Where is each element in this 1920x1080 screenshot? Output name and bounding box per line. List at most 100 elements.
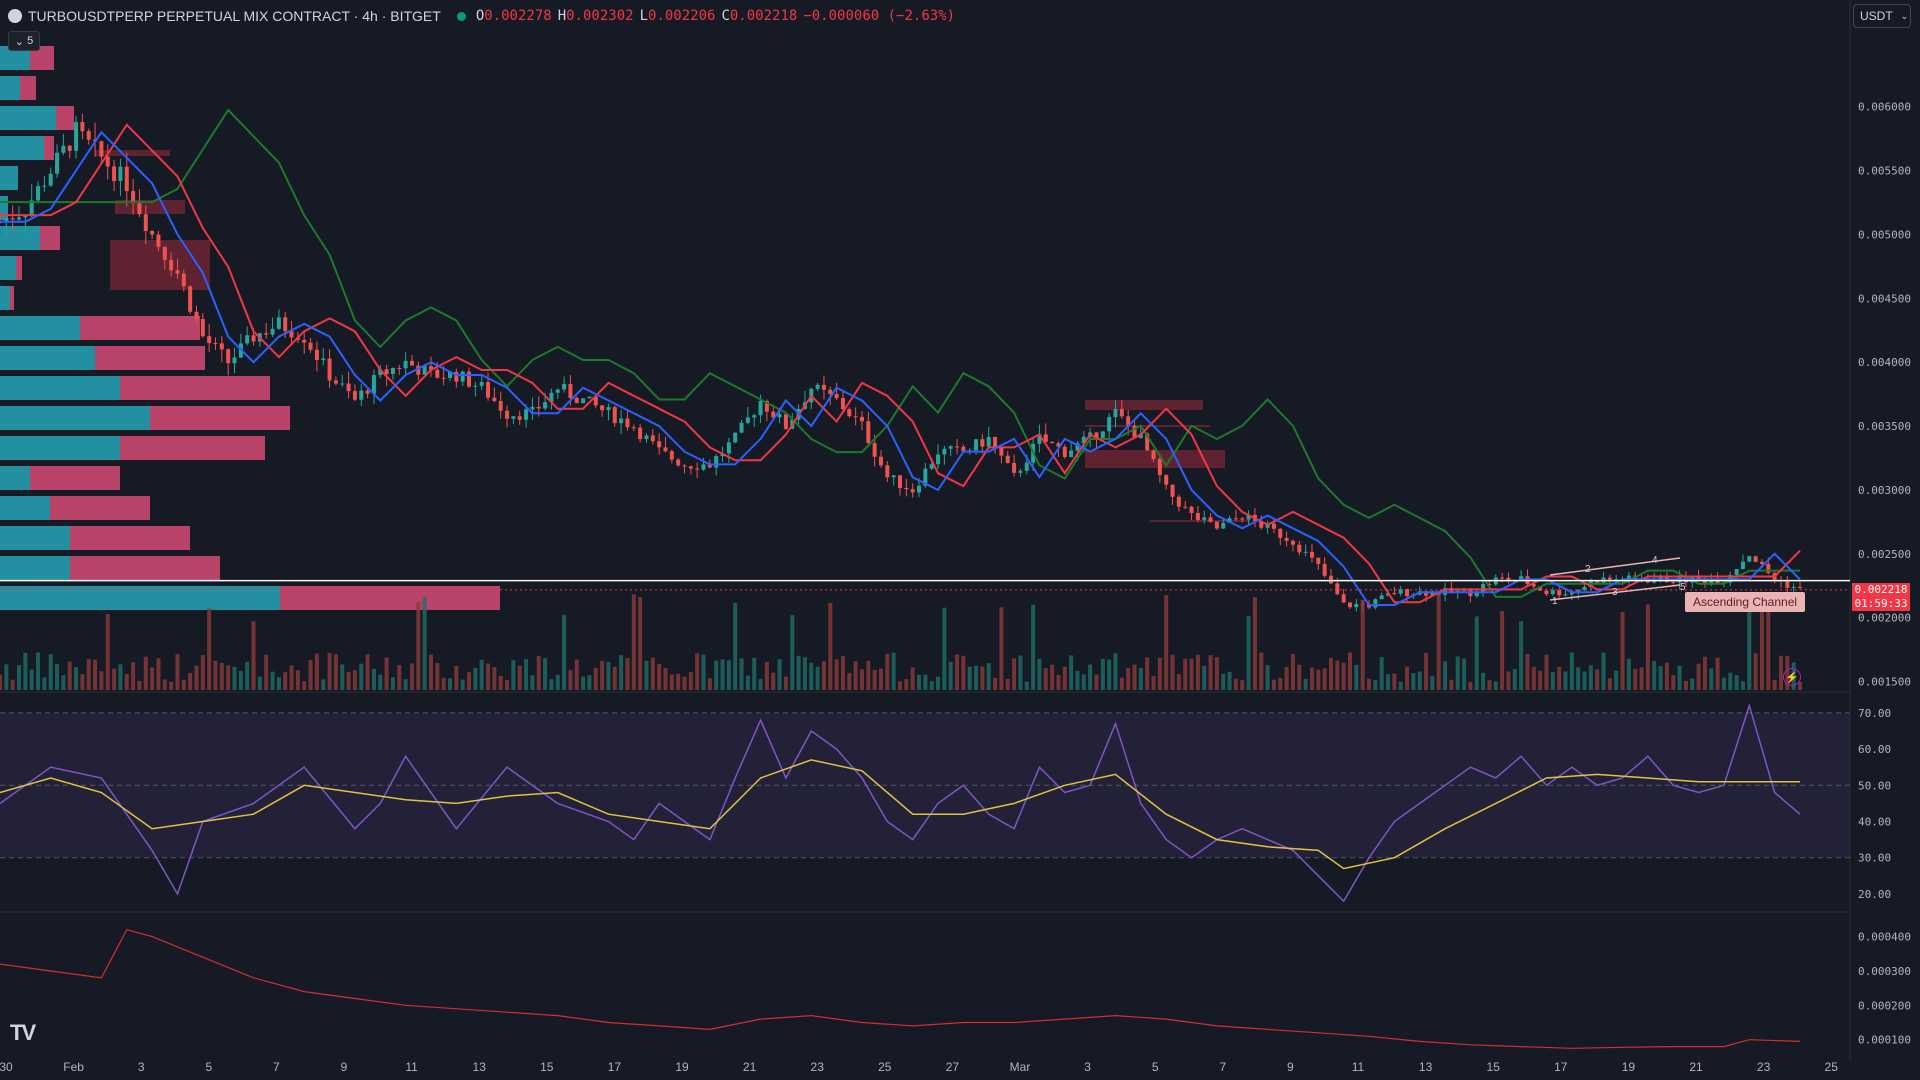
volume-bar [1709,668,1714,690]
volume-bar [1157,657,1162,690]
time-axis-label: 23 [1757,1060,1771,1074]
candle [1138,433,1143,438]
candle [397,367,402,369]
candle [169,259,174,271]
channel-point-label: 5 [1680,582,1686,593]
candle [441,377,446,379]
volume-bar [441,677,446,690]
volume-bar [1183,658,1188,690]
candle [739,422,744,433]
volume-profile-bar [0,436,120,460]
candle [67,145,72,151]
candle [213,343,218,345]
currency-value: USDT [1860,9,1893,23]
candle [1569,592,1574,595]
volume-bar [1050,664,1055,690]
time-axis-label: 7 [1219,1060,1226,1074]
candle [1328,575,1333,584]
candle [1500,577,1505,579]
bolt-icon[interactable]: ⚡ [1783,668,1801,686]
ema-mid-line [0,123,1801,604]
volume-bar [467,672,472,690]
volume-bar [853,661,858,690]
candle [150,231,155,235]
volume-bar [986,663,991,690]
market-status-icon [456,11,466,21]
volume-bar [568,670,573,690]
volume-bar [1043,668,1048,690]
supply-zone [95,150,170,156]
volume-bar [1202,665,1207,690]
tradingview-logo[interactable]: TV [10,1020,36,1045]
ascending-channel-label[interactable]: Ascending Channel [1685,592,1805,612]
volume-bar [118,664,123,690]
candle [993,436,998,448]
volume-profile-bar [16,256,22,280]
volume-bar [783,676,788,690]
candle [872,442,877,457]
candle [1221,522,1226,529]
volume-bar [1360,599,1365,690]
candle [701,464,706,470]
volume-bar [511,660,516,690]
indicator-axis-label: 0.000100 [1858,1034,1911,1047]
candle [847,409,852,417]
candle [1747,556,1752,562]
ohlc-label: O [475,8,485,24]
candle [606,407,611,411]
time-axis-label: 21 [1689,1060,1703,1074]
volume-bar [61,675,66,690]
candle [840,398,845,410]
time-axis-label: 17 [1554,1060,1568,1074]
rsi-axis-label: 60.00 [1858,743,1891,756]
candle [1081,436,1086,444]
volume-profile-bar [0,376,120,400]
candle [1474,591,1479,597]
candle [1791,586,1796,588]
ohlc-value: −0.000060 (−2.63%) [803,8,956,24]
candle [1208,517,1213,522]
candle [1126,416,1131,426]
time-axis-label: 5 [1152,1060,1159,1074]
collapse-indicators-button[interactable]: ⌄ 5 [8,31,40,51]
volume-bar [1271,679,1276,690]
candle [1759,561,1764,564]
candle [1170,484,1175,497]
volume-bar [764,661,769,690]
chevron-down-icon: ⌄ [14,35,28,48]
volume-bar [302,681,307,690]
candle [314,349,319,360]
currency-select[interactable]: USDT ⌄ [1853,4,1911,28]
time-axis-label: 15 [540,1060,554,1074]
candle [1043,434,1048,442]
volume-bar [777,659,782,690]
volume-bar [1557,666,1562,690]
volume-bar [1227,671,1232,690]
volume-bar [910,667,915,690]
rsi-axis-label: 40.00 [1858,815,1891,828]
volume-bar [1766,593,1771,690]
candle [631,427,636,429]
volume-bar [1702,656,1707,690]
volume-bar [1544,654,1549,690]
volume-bar [840,656,845,690]
volume-bar [435,663,440,690]
rsi-axis-label: 50.00 [1858,779,1891,792]
volume-bar [460,679,465,690]
symbol-title[interactable]: TURBOUSDTPERP PERPETUAL MIX CONTRACT · 4… [28,8,441,24]
volume-profile-bar [30,466,120,490]
candle [365,390,370,394]
volume-bar [714,660,719,690]
volume-bar [1164,595,1169,690]
candle [1157,458,1162,476]
candle [764,400,769,412]
candle [448,371,452,378]
volume-bar [1417,671,1422,690]
rsi-band [0,712,1850,858]
volume-bar [1753,653,1758,690]
volume-bar [1734,675,1739,690]
candle [1563,594,1568,596]
candle [1322,563,1327,576]
volume-bar [378,674,383,690]
